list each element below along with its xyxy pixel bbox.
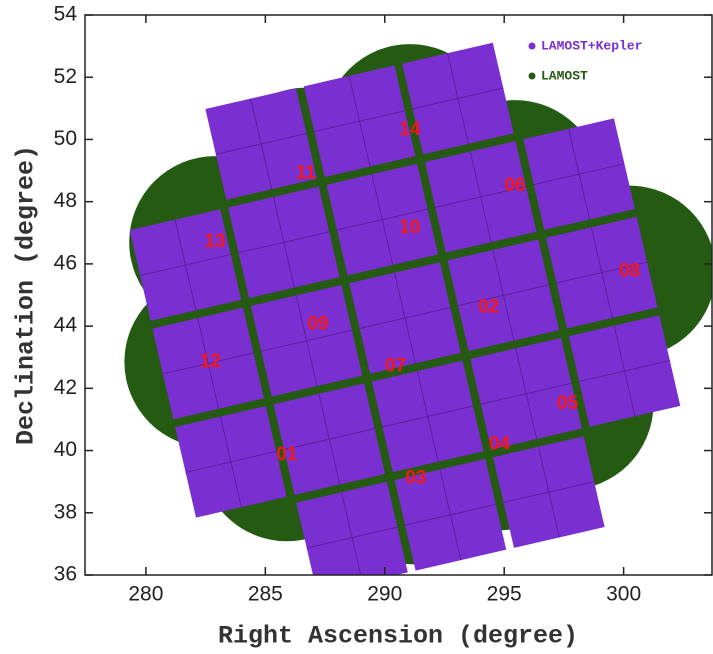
ccd-gap <box>382 405 474 428</box>
y-tick-label: 44 <box>54 314 78 337</box>
ccd-gap <box>314 110 405 133</box>
field-label: 02 <box>478 296 499 317</box>
field-label: 13 <box>205 231 226 252</box>
field-label: 14 <box>399 119 421 140</box>
x-tick-label: 295 <box>487 583 522 606</box>
y-tick-label: 40 <box>54 438 77 461</box>
field-label: 10 <box>399 217 420 238</box>
ccd-gap <box>412 87 504 110</box>
field-label: 09 <box>307 314 328 335</box>
ccd-gap <box>336 208 428 231</box>
y-tick-label: 36 <box>54 563 77 586</box>
field-label: 03 <box>405 468 426 489</box>
ccd-gap <box>306 526 398 549</box>
y-tick-label: 46 <box>54 251 77 274</box>
ccd-gap <box>405 503 496 526</box>
legend-label: LAMOST <box>541 68 588 83</box>
legend-label: LAMOST+Kepler <box>541 38 642 53</box>
ccd-gap <box>435 185 527 208</box>
ccd-gap <box>140 254 231 276</box>
field-label: 04 <box>489 433 511 454</box>
ccd-gap <box>185 450 277 473</box>
ccd-gap <box>533 163 625 186</box>
legend-marker <box>528 42 536 50</box>
ccd-gap <box>579 360 670 382</box>
y-axis-label: Declination (degree) <box>12 145 41 445</box>
ccd-gap <box>503 481 595 504</box>
ccd-gap <box>556 261 648 284</box>
field-label: 08 <box>619 261 640 282</box>
y-tick-label: 50 <box>54 127 77 150</box>
ccd-gap <box>457 284 549 307</box>
y-tick-label: 54 <box>54 3 78 26</box>
y-tick-label: 42 <box>54 376 77 399</box>
y-tick-label: 48 <box>54 189 77 212</box>
ccd-gap <box>261 329 353 352</box>
field-label: 06 <box>504 175 525 196</box>
field-label: 01 <box>276 444 298 465</box>
x-axis-label: Right Ascension (degree) <box>218 622 578 651</box>
x-tick-label: 280 <box>128 583 163 606</box>
plot-frame <box>84 14 713 576</box>
field-label: 05 <box>557 393 579 414</box>
field-label: 11 <box>296 163 317 184</box>
x-tick-label: 290 <box>367 583 402 606</box>
field-label: 07 <box>385 356 406 377</box>
x-tick-label: 285 <box>248 583 283 606</box>
ccd-gap <box>162 352 254 375</box>
field-label: 12 <box>200 351 221 372</box>
y-tick-label: 38 <box>54 500 77 523</box>
ccd-gap <box>238 231 330 254</box>
plot-area: 01 02 03 04 05 06 07 08 09 10 11 12 13 14 <box>124 42 712 575</box>
ccd-gap <box>480 382 572 405</box>
ccd-gap <box>283 428 375 451</box>
y-tick-label: 52 <box>54 65 77 88</box>
legend-marker <box>528 72 536 80</box>
ccd-gap <box>359 307 451 329</box>
x-tick-label: 300 <box>606 583 641 606</box>
kepler-field <box>129 42 681 575</box>
ccd-gap <box>215 132 307 155</box>
